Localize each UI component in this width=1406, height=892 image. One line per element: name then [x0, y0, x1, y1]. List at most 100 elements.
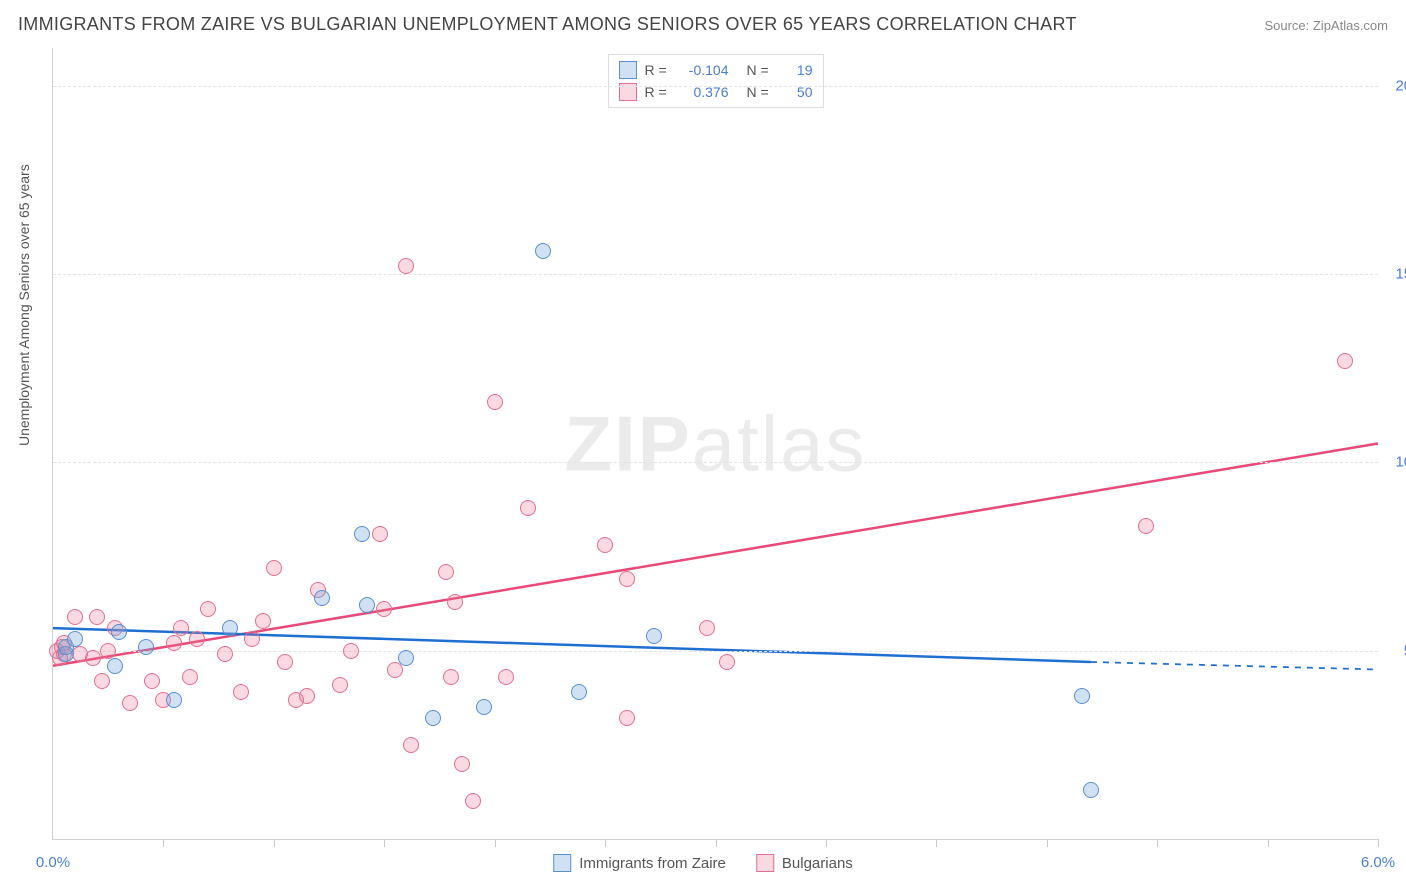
gridline — [53, 651, 1378, 652]
data-point — [200, 601, 216, 617]
data-point — [332, 677, 348, 693]
regression-line-extrapolated — [1091, 662, 1378, 670]
gridline — [53, 274, 1378, 275]
regression-line — [53, 628, 1091, 662]
data-point — [1138, 518, 1154, 534]
title-bar: IMMIGRANTS FROM ZAIRE VS BULGARIAN UNEMP… — [18, 14, 1388, 35]
x-tick-label: 6.0% — [1361, 854, 1395, 871]
data-point — [619, 571, 635, 587]
x-tick — [163, 839, 164, 847]
data-point — [182, 669, 198, 685]
data-point — [372, 526, 388, 542]
series-legend-item: Bulgarians — [756, 854, 853, 872]
data-point — [359, 597, 375, 613]
x-tick-label: 0.0% — [36, 854, 70, 871]
source-attribution: Source: ZipAtlas.com — [1264, 18, 1388, 33]
data-point — [476, 699, 492, 715]
data-point — [85, 650, 101, 666]
data-point — [266, 560, 282, 576]
x-tick — [1378, 839, 1379, 847]
x-tick — [1157, 839, 1158, 847]
data-point — [233, 684, 249, 700]
data-point — [255, 613, 271, 629]
legend-n-value: 19 — [783, 62, 813, 78]
data-point — [425, 710, 441, 726]
data-point — [646, 628, 662, 644]
data-point — [138, 639, 154, 655]
data-point — [447, 594, 463, 610]
data-point — [597, 537, 613, 553]
data-point — [89, 609, 105, 625]
data-point — [314, 590, 330, 606]
x-tick — [274, 839, 275, 847]
correlation-legend: R = -0.104 N = 19 R =0.376N =50 — [608, 54, 824, 108]
data-point — [465, 793, 481, 809]
correlation-legend-row: R = -0.104 N = 19 — [619, 59, 813, 81]
data-point — [719, 654, 735, 670]
data-point — [454, 756, 470, 772]
data-point — [67, 609, 83, 625]
data-point — [111, 624, 127, 640]
data-point — [535, 243, 551, 259]
data-point — [443, 669, 459, 685]
data-point — [67, 631, 83, 647]
y-axis-label: Unemployment Among Seniors over 65 years — [16, 164, 32, 446]
data-point — [343, 643, 359, 659]
data-point — [1083, 782, 1099, 798]
x-tick — [605, 839, 606, 847]
regression-lines-svg — [53, 48, 1378, 839]
source-label: Source: — [1264, 18, 1312, 33]
x-tick — [1268, 839, 1269, 847]
legend-r-value: -0.104 — [681, 62, 729, 78]
y-tick-label: 5.0% — [1382, 642, 1406, 659]
legend-n-label: N = — [747, 62, 775, 78]
x-tick — [826, 839, 827, 847]
x-tick — [1047, 839, 1048, 847]
data-point — [166, 635, 182, 651]
legend-r-label: R = — [645, 62, 673, 78]
gridline — [53, 462, 1378, 463]
series-name: Immigrants from Zaire — [579, 855, 726, 872]
data-point — [498, 669, 514, 685]
data-point — [107, 658, 123, 674]
legend-swatch — [619, 61, 637, 79]
gridline — [53, 86, 1378, 87]
series-legend: Immigrants from Zaire Bulgarians — [553, 854, 853, 872]
data-point — [94, 673, 110, 689]
chart-title: IMMIGRANTS FROM ZAIRE VS BULGARIAN UNEMP… — [18, 14, 1077, 35]
data-point — [166, 692, 182, 708]
data-point — [398, 258, 414, 274]
data-point — [487, 394, 503, 410]
data-point — [144, 673, 160, 689]
data-point — [1337, 353, 1353, 369]
data-point — [619, 710, 635, 726]
data-point — [571, 684, 587, 700]
plot-area: ZIPatlas R =-0.104N =19R =0.376N =50 5.0… — [52, 48, 1378, 840]
data-point — [244, 631, 260, 647]
legend-swatch — [756, 854, 774, 872]
y-tick-label: 15.0% — [1382, 266, 1406, 283]
x-tick — [936, 839, 937, 847]
data-point — [376, 601, 392, 617]
data-point — [173, 620, 189, 636]
data-point — [277, 654, 293, 670]
data-point — [354, 526, 370, 542]
data-point — [122, 695, 138, 711]
legend-swatch — [553, 854, 571, 872]
x-tick — [495, 839, 496, 847]
x-tick — [384, 839, 385, 847]
data-point — [520, 500, 536, 516]
data-point — [403, 737, 419, 753]
correlation-legend-row: R =0.376N =50 — [619, 81, 813, 103]
source-name: ZipAtlas.com — [1313, 18, 1388, 33]
data-point — [1074, 688, 1090, 704]
data-point — [100, 643, 116, 659]
data-point — [217, 646, 233, 662]
series-name: Bulgarians — [782, 855, 853, 872]
y-tick-label: 20.0% — [1382, 77, 1406, 94]
data-point — [438, 564, 454, 580]
correlation-chart: IMMIGRANTS FROM ZAIRE VS BULGARIAN UNEMP… — [0, 0, 1406, 892]
y-tick-label: 10.0% — [1382, 454, 1406, 471]
data-point — [222, 620, 238, 636]
x-tick — [716, 839, 717, 847]
